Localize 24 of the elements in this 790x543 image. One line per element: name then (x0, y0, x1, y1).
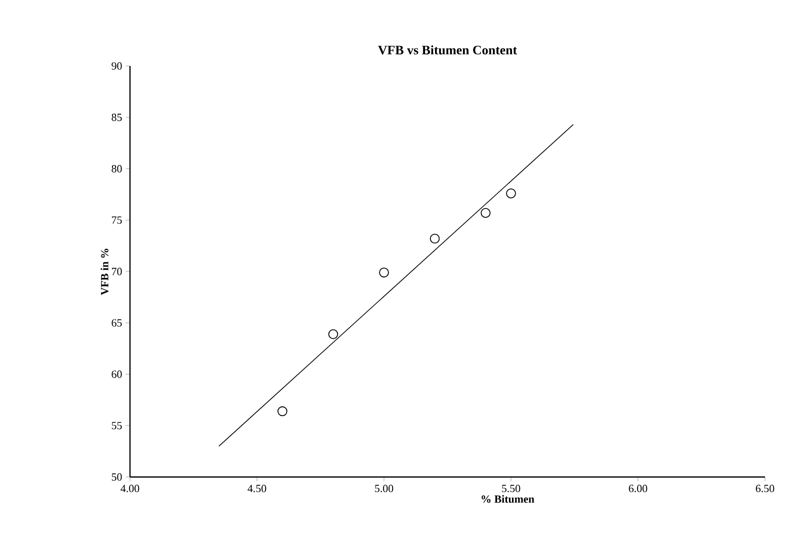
x-tick-label: 4.50 (248, 484, 266, 492)
x-tick-label: 5.00 (375, 484, 394, 492)
x-tick-label: 4.00 (120, 484, 140, 492)
point (506, 188, 516, 198)
x-tick-label: 5.50 (502, 484, 520, 492)
chart-title: VFB vs Bitumen Content (378, 45, 518, 55)
y-axis-title: VFB in % (100, 248, 108, 296)
y-tick-label: 65 (112, 319, 122, 327)
x-tick-label: 6.00 (628, 484, 648, 492)
y-tick-label: 70 (112, 268, 122, 276)
y-tick-label: 85 (112, 114, 122, 122)
point (379, 268, 389, 278)
point (480, 208, 491, 218)
point (328, 329, 338, 340)
y-tick-label: 55 (112, 422, 122, 430)
y-tick-label: 90 (112, 62, 122, 70)
y-tick-label: 80 (112, 165, 122, 172)
point (277, 406, 288, 416)
x-axis-title: % Bitumen (482, 495, 534, 503)
y-tick-label: 50 (112, 473, 122, 481)
x-tick-label: 6.50 (756, 484, 774, 492)
y-tick-label: 75 (112, 216, 122, 224)
y-tick-label: 60 (112, 370, 122, 378)
point (430, 234, 440, 244)
